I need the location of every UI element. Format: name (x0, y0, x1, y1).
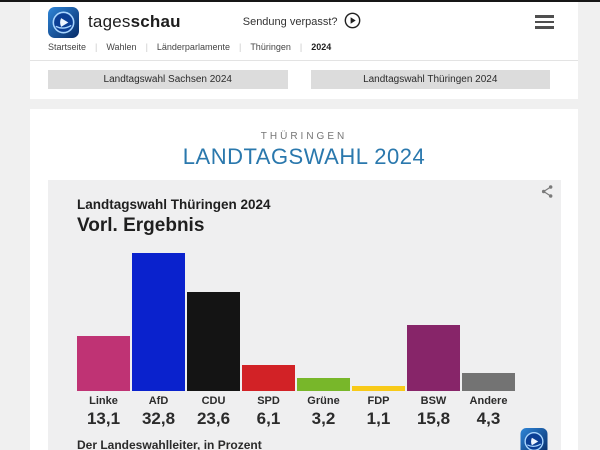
breadcrumb-separator: | (299, 42, 303, 52)
main-content: THÜRINGEN LANDTAGSWAHL 2024 Landtagswahl… (30, 109, 578, 450)
bar-value-afd: 32,8 (141, 409, 176, 428)
bar-area (77, 251, 130, 391)
bar-value-bsw: 15,8 (416, 409, 451, 428)
brand-bold: schau (130, 12, 181, 31)
share-icon[interactable] (540, 184, 555, 204)
brand-wordmark[interactable]: tagesschau (88, 12, 181, 32)
bar-value-linke: 13,1 (86, 409, 121, 428)
bar-label-fdp: FDP (367, 395, 390, 407)
tagesschau-watermark-icon (520, 428, 548, 450)
bar-area (242, 251, 295, 391)
bar-spd (242, 365, 295, 391)
breadcrumb-separator: | (95, 42, 98, 52)
bars-row: Linke 13,1 AfD 32,8 CDU 23,6 SPD 6,1 Grüne 3,2 FDP… (77, 251, 515, 429)
bar-column-afd: AfD 32,8 (132, 251, 185, 429)
chart-source: Der Landeswahlleiter, in Prozent (77, 438, 262, 450)
bar-column-fdp: FDP 1,1 (352, 251, 405, 429)
bar-label-bsw: BSW (420, 395, 447, 407)
bar-column-spd: SPD 6,1 (242, 251, 295, 429)
bar-afd (132, 253, 185, 391)
bar-value-cdu: 23,6 (196, 409, 231, 428)
bar-area (352, 251, 405, 391)
bar-column-grüne: Grüne 3,2 (297, 251, 350, 429)
breadcrumb-item-wahlen[interactable]: Wahlen (106, 42, 137, 52)
page-kicker: THÜRINGEN (260, 131, 348, 142)
bar-area (187, 251, 240, 391)
bar-andere (462, 372, 515, 391)
breadcrumb-separator: | (238, 42, 242, 52)
bar-label-grüne: Grüne (307, 395, 340, 407)
bar-area (297, 251, 350, 391)
bar-label-linke: Linke (89, 395, 118, 407)
play-icon[interactable] (344, 12, 361, 32)
bar-cdu (187, 291, 240, 391)
bar-bsw (407, 324, 460, 391)
tagesschau-logo-icon[interactable] (48, 6, 79, 38)
breadcrumb-item-länderparlamente[interactable]: Länderparlamente (156, 42, 230, 52)
bar-value-andere: 4,3 (476, 409, 501, 428)
bar-column-linke: Linke 13,1 (77, 251, 130, 429)
bar-label-cdu: CDU (201, 395, 226, 407)
bar-column-cdu: CDU 23,6 (187, 251, 240, 429)
page-title: LANDTAGSWAHL 2024 (182, 144, 426, 169)
chart-subtitle: Vorl. Ergebnis (77, 215, 205, 236)
bar-area (132, 251, 185, 391)
sendung-verpasst-link[interactable]: Sendung verpasst? (243, 12, 361, 32)
bar-label-afd: AfD (148, 395, 169, 407)
breadcrumb-item-2024: 2024 (311, 42, 332, 52)
sendung-verpasst-label: Sendung verpasst? (242, 16, 338, 28)
bar-area (462, 251, 515, 391)
breadcrumb-item-thüringen[interactable]: Thüringen (250, 42, 291, 52)
tab-landtagswahl-thüringen-2024[interactable]: Landtagswahl Thüringen 2024 (310, 70, 550, 89)
bar-value-spd: 6,1 (256, 409, 281, 428)
chart-card: Landtagswahl Thüringen 2024 Vorl. Ergebn… (48, 180, 561, 450)
breadcrumb-item-startseite[interactable]: Startseite (48, 42, 87, 52)
breadcrumb-separator: | (145, 42, 148, 52)
logo-row: tagesschau Sendung verpasst? (30, 2, 578, 42)
bar-linke (77, 335, 130, 391)
bar-column-bsw: BSW 15,8 (407, 251, 460, 429)
bar-label-spd: SPD (257, 395, 280, 407)
chart-title: Landtagswahl Thüringen 2024 (77, 197, 271, 212)
brand-light: tages (88, 12, 131, 31)
hamburger-menu-icon[interactable] (535, 11, 554, 33)
bar-column-andere: Andere 4,3 (462, 251, 515, 429)
bar-label-andere: Andere (469, 395, 508, 407)
tabs-row: Landtagswahl Sachsen 2024 Landtagswahl Th… (30, 61, 578, 99)
bar-fdp (352, 386, 405, 391)
bar-value-grüne: 3,2 (311, 409, 336, 428)
bar-grüne (297, 377, 350, 391)
bar-area (407, 251, 460, 391)
breadcrumb: Startseite | Wahlen | Länderparlamente | Thüri… (30, 42, 578, 61)
tab-landtagswahl-sachsen-2024[interactable]: Landtagswahl Sachsen 2024 (48, 70, 288, 89)
top-border (0, 0, 600, 2)
bar-value-fdp: 1,1 (366, 409, 391, 428)
site-header: tagesschau Sendung verpasst? Startseite |… (30, 2, 578, 99)
